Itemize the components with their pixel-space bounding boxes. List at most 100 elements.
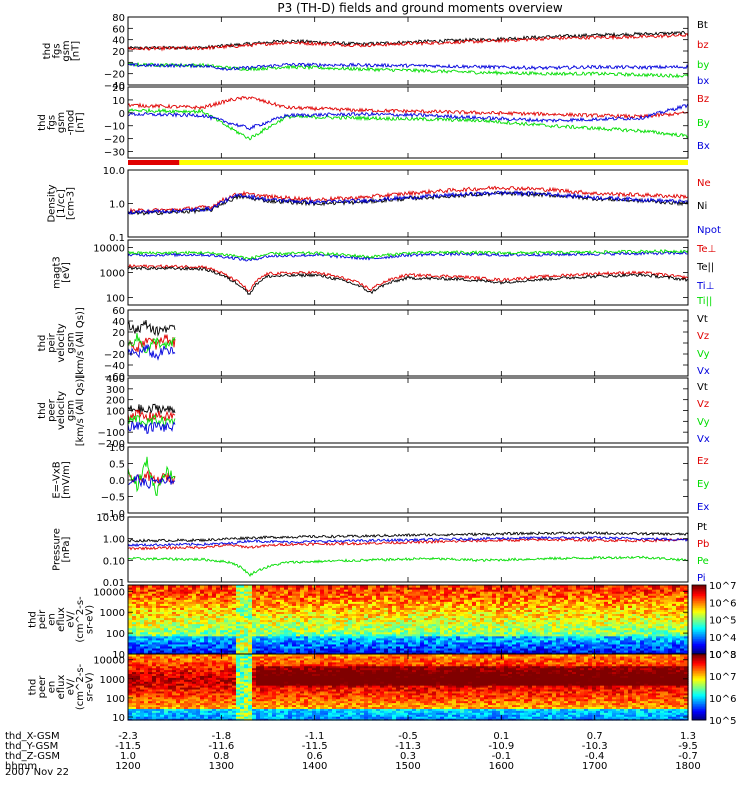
spectrogram-cell [396, 641, 401, 645]
spectrogram-cell [504, 605, 509, 608]
spectrogram-cell [172, 609, 177, 612]
spectrogram-cell [520, 603, 525, 606]
spectrogram-cell [148, 629, 153, 633]
spectrogram-cell [440, 601, 445, 604]
spectrogram-cell [356, 633, 361, 637]
spectrogram-cell [448, 619, 453, 623]
spectrogram-cell [504, 611, 509, 615]
spectrogram-cell [220, 587, 225, 590]
spectrogram-cell [280, 593, 285, 596]
spectrogram-cell [368, 615, 373, 619]
spectrogram-cell [216, 609, 221, 612]
spectrogram-cell [168, 643, 173, 647]
spectrogram-cell [212, 619, 217, 623]
spectrogram-cell [380, 605, 385, 608]
spectrogram-cell [364, 641, 369, 645]
spectrogram-cell [188, 623, 193, 627]
spectrogram-cell [168, 649, 173, 653]
spectrogram-cell [352, 611, 357, 615]
spectrogram-cell [452, 603, 457, 606]
spectrogram-cell [168, 609, 173, 612]
spectrogram-cell [260, 641, 265, 645]
spectrogram-cell [292, 649, 297, 653]
spectrogram-cell [296, 643, 301, 647]
spectrogram-cell [372, 601, 377, 604]
spectrogram-cell [300, 613, 305, 617]
spectrogram-cell [208, 647, 213, 651]
spectrogram-cell [444, 585, 449, 588]
spectrogram-cell [336, 601, 341, 604]
spectrogram-cell [360, 591, 365, 594]
spectrogram-cell [180, 631, 185, 635]
spectrogram-cell [444, 609, 449, 612]
spectrogram-cell [240, 633, 245, 637]
spectrogram-cell [224, 593, 229, 596]
spectrogram-cell [412, 647, 417, 651]
spectrogram-cell [160, 597, 165, 600]
spectrogram-cell [132, 649, 137, 653]
spectrogram-cell [496, 603, 501, 606]
spectrogram-cell [248, 613, 253, 617]
spectrogram-cell [508, 633, 513, 637]
spectrogram-cell [160, 637, 165, 641]
spectrogram-cell [204, 635, 209, 639]
spectrogram-cell [348, 591, 353, 594]
spectrogram-cell [184, 607, 189, 610]
spectrogram-cell [420, 595, 425, 598]
spectrogram-cell [264, 649, 269, 653]
spectrogram-cell [512, 587, 517, 590]
spectrogram-cell [384, 617, 389, 621]
spectrogram-cell [468, 603, 473, 606]
spectrogram-cell [464, 635, 469, 639]
spectrogram-cell [252, 585, 257, 588]
spectrogram-cell [136, 585, 141, 588]
spectrogram-cell [232, 649, 237, 653]
legend-entry: Bx [697, 141, 710, 152]
spectrogram-cell [356, 615, 361, 619]
y-tick-label: 10.0 [103, 166, 125, 177]
spectrogram-cell [268, 597, 273, 600]
spectrogram-cell [508, 605, 513, 608]
spectrogram-cell [296, 617, 301, 621]
spectrogram-cell [168, 627, 173, 631]
spectrogram-cell [328, 631, 333, 635]
spectrogram-cell [232, 645, 237, 649]
spectrogram-cell [204, 629, 209, 633]
spectrogram-cell [348, 633, 353, 637]
spectrogram-cell [364, 633, 369, 637]
spectrogram-cell [348, 623, 353, 627]
spectrogram-cell [484, 589, 489, 592]
y-tick-label: −1.0 [101, 509, 125, 520]
spectrogram-cell [432, 651, 437, 655]
spectrogram-cell [140, 593, 145, 596]
spectrogram-cell [252, 635, 257, 639]
spectrogram-cell [288, 619, 293, 623]
spectrogram-cell [400, 643, 405, 647]
spectrogram-cell [240, 625, 245, 629]
spectrogram-cell [280, 643, 285, 647]
spectrogram-cell [456, 645, 461, 649]
spectrogram-cell [280, 603, 285, 606]
spectrogram-cell [244, 647, 249, 651]
spectrogram-cell [216, 639, 221, 643]
spectrogram-cell [488, 601, 493, 604]
spectrogram-cell [268, 625, 273, 629]
spectrogram-cell [372, 623, 377, 627]
spectrogram-cell [136, 587, 141, 590]
spectrogram-cell [272, 629, 277, 633]
spectrogram-cell [368, 631, 373, 635]
spectrogram-cell [160, 651, 165, 655]
spectrogram-cell [284, 595, 289, 598]
spectrogram-cell [224, 591, 229, 594]
spectrogram-cell [440, 591, 445, 594]
spectrogram-cell [480, 601, 485, 604]
spectrogram-cell [492, 589, 497, 592]
spectrogram-cell [280, 651, 285, 655]
spectrogram-cell [336, 603, 341, 606]
spectrogram-cell [324, 587, 329, 590]
spectrogram-cell [500, 605, 505, 608]
spectrogram-cell [276, 603, 281, 606]
spectrogram-cell [280, 601, 285, 604]
spectrogram-cell [428, 623, 433, 627]
